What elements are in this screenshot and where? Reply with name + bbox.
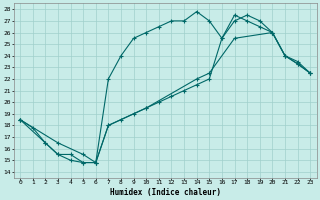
- X-axis label: Humidex (Indice chaleur): Humidex (Indice chaleur): [110, 188, 220, 197]
